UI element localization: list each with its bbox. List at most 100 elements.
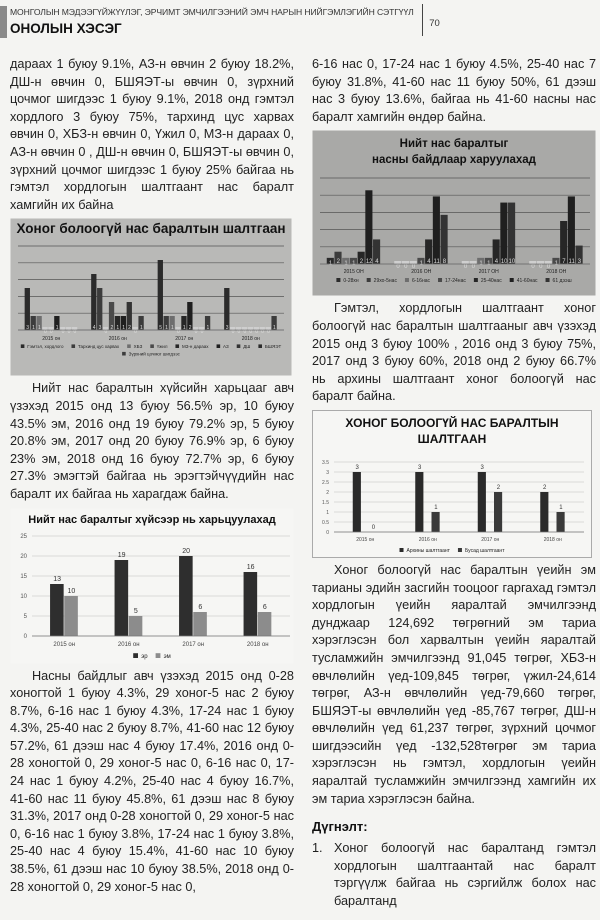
data-label: 1 [165, 325, 168, 331]
legend-swatch [404, 278, 409, 283]
bar [529, 261, 537, 265]
data-label: 0 [134, 329, 137, 335]
chart-title: ХОНОГ БОЛООГҮЙ НАС БАРАЛТЫН [345, 415, 558, 430]
data-label: 1 [32, 325, 35, 331]
bar [352, 471, 361, 532]
x-tick-label: 2017 ОН [479, 269, 499, 275]
bar [193, 327, 199, 331]
legend-label: ДШ [243, 344, 250, 349]
bar [97, 288, 103, 331]
data-label: 4 [427, 259, 431, 265]
bar [500, 202, 508, 265]
legend-label: эр [141, 654, 148, 660]
bar [169, 316, 175, 331]
legend-swatch [175, 344, 180, 349]
chart-background [312, 130, 596, 296]
data-label: 0 [464, 264, 468, 270]
data-label: 8 [443, 259, 447, 265]
legend-swatch [127, 344, 131, 349]
data-label: 10 [67, 588, 75, 595]
bar [540, 491, 549, 532]
bar [349, 258, 358, 265]
x-tick-label: 2016 ОН [411, 269, 431, 275]
bar [357, 252, 365, 265]
header-accent-bar [0, 6, 7, 38]
x-tick-label: 2015 он [53, 642, 75, 648]
x-tick-label: 2017 он [182, 642, 204, 648]
bar [91, 274, 97, 331]
data-label: 0 [267, 329, 270, 335]
x-tick-label: 2018 он [247, 642, 269, 648]
bar [469, 261, 477, 265]
data-label: 3 [418, 465, 422, 471]
bar [230, 327, 236, 331]
bar [552, 258, 560, 265]
bar [108, 302, 115, 331]
bar [126, 302, 132, 331]
y-tick-label: 1 [326, 510, 329, 516]
bar [50, 583, 64, 636]
bar [477, 471, 486, 532]
data-label: 0 [539, 264, 543, 270]
bar [432, 196, 440, 265]
data-label: 1 [140, 325, 143, 331]
y-tick-label: 1.5 [322, 500, 329, 506]
legend-label: Бусад шалтгаант [465, 548, 505, 554]
data-label: 6 [198, 604, 202, 611]
legend-label: 6-16нас [412, 278, 431, 284]
bar [241, 327, 248, 331]
bar [556, 511, 565, 532]
x-tick-label: 2015 он [356, 537, 374, 543]
data-label: 7 [562, 259, 566, 265]
data-label: 20 [182, 548, 190, 555]
y-tick-label: 15 [20, 574, 27, 580]
chart-title: Нийт нас баралтыг хүйсээр нь харьцуулаха… [28, 514, 275, 526]
bar [102, 327, 109, 331]
x-tick-label: 2018 ОН [546, 269, 566, 275]
data-label: 19 [118, 552, 126, 559]
age-chart: Нийт нас баралтыг насны байдлаар харуулах… [312, 130, 596, 296]
bar [243, 571, 258, 636]
legend-swatch [150, 344, 154, 349]
data-label: 1 [207, 325, 210, 331]
data-label: 5 [134, 608, 138, 615]
legend-swatch [258, 344, 262, 349]
sex-chart: Нийт нас баралтыг хүйсээр нь харьцуулаха… [10, 508, 294, 664]
y-tick-label: 0 [326, 530, 329, 536]
data-label: 2 [189, 325, 192, 331]
bar [235, 327, 242, 331]
data-label: 0 [232, 329, 235, 335]
conclusion-item-text: Хоног болоогүй нас баралтанд гэмтэл хорд… [334, 841, 596, 909]
bar [54, 316, 60, 331]
bar [181, 316, 187, 331]
bar [259, 327, 265, 331]
data-label: 10 [509, 259, 516, 265]
right-column: 6-16 нас 0, 17-24 нас 1 буюу 4.5%, 25-40… [312, 56, 596, 911]
legend-swatch [20, 344, 25, 349]
y-tick-label: 0.5 [322, 520, 329, 526]
data-label: 2 [360, 259, 364, 265]
legend-swatch [133, 652, 139, 658]
bar [365, 190, 373, 265]
bar [484, 258, 493, 265]
bar [431, 511, 440, 532]
bar [42, 327, 48, 331]
chart-title: ШАЛТГААН [418, 432, 487, 446]
chart-svg: ХОНОГ БОЛООГҮЙ НАС БАРАЛТЫН ШАЛТГААН 0 0.5 1… [312, 409, 592, 558]
journal-title: МОНГОЛЫН МЭДЭЭГҮЙЖҮҮЛЭГ, ЭРЧИМТ ЭМЧИЛГЭЭ… [10, 7, 414, 17]
causes-chart: Хоног болоогүй нас баралтын шалтгаан 3 1 1 0… [10, 218, 292, 376]
bar [401, 261, 410, 265]
legend-label: Архины шалтгаант [407, 548, 451, 554]
bar [24, 288, 30, 331]
bar [120, 316, 127, 331]
legend-label: МЗ-н дараах [182, 344, 209, 349]
data-label: 0 [472, 264, 476, 270]
data-label: 0 [547, 264, 551, 270]
data-label: 3 [99, 325, 102, 331]
legend-swatch [399, 547, 404, 552]
page-number: 70 [429, 18, 440, 29]
legend-swatch [122, 352, 126, 356]
chart-title: насны байдлаар харуулахад [372, 154, 537, 166]
data-label: 0 [249, 329, 252, 335]
